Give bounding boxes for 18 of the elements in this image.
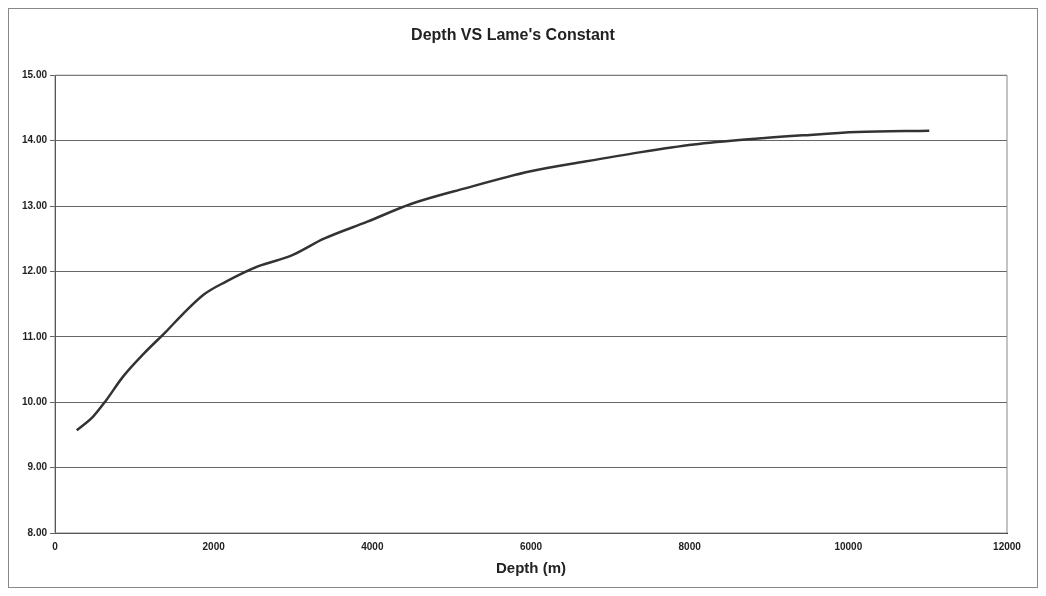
x-tick-label: 8000 xyxy=(678,540,702,552)
x-axis-title: Depth (m) xyxy=(496,559,567,577)
x-tick-label: 10000 xyxy=(834,540,863,552)
x-tick-label: 6000 xyxy=(519,540,543,552)
x-tick-label: 12000 xyxy=(993,540,1022,552)
y-tick-label: 10.00 xyxy=(21,395,48,407)
x-tick-label: 4000 xyxy=(361,540,384,552)
x-tick-label: 0 xyxy=(52,540,59,552)
y-tick-label: 13.00 xyxy=(21,199,48,211)
y-tick-label: 11.00 xyxy=(22,330,48,342)
y-tick-label: 14.00 xyxy=(21,134,48,146)
y-tick-label: 15.00 xyxy=(21,68,48,80)
y-tick-label: 12.00 xyxy=(21,265,48,277)
line-series xyxy=(75,129,931,432)
y-tick-label: 9.00 xyxy=(27,461,48,473)
x-tick-label: 2000 xyxy=(202,540,226,552)
y-tick-label: 8.00 xyxy=(27,526,48,538)
chart-title: Depth VS Lame's Constant xyxy=(411,26,616,44)
